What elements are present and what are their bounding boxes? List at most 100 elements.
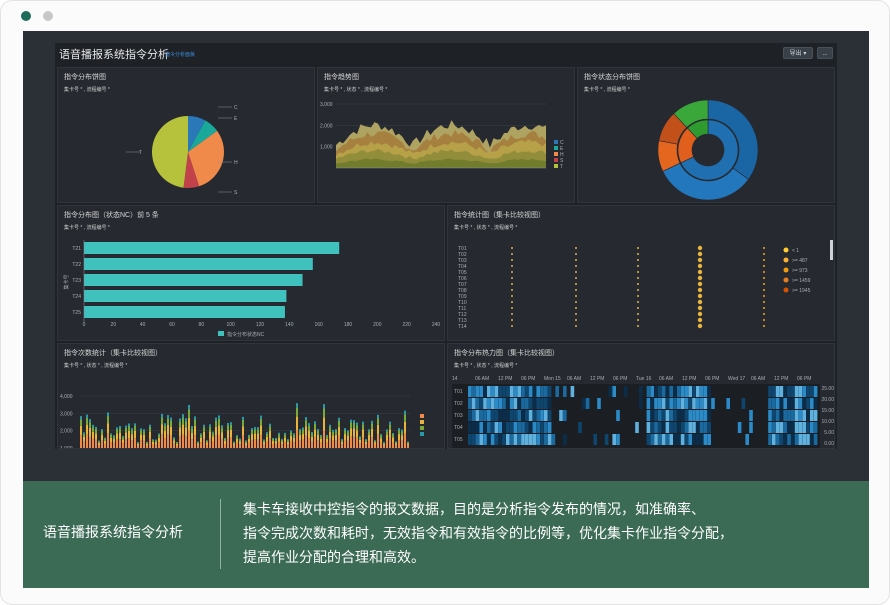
heatmap-cell <box>669 422 673 433</box>
dot-matrix-chart[interactable]: T01T02T03T04T05T06T07T08T09T10T11T12T13T… <box>448 206 835 341</box>
bar-chart[interactable]: 0 20 40 60 80 100 120 140 160 180 200 220 240 T21 T22 T… <box>58 206 445 341</box>
panel-filter[interactable]: 集卡号 * , 状态 * , 流程编号 * <box>64 363 128 369</box>
pie-label: H <box>234 160 238 166</box>
window-dot-close[interactable] <box>21 11 31 21</box>
dot-row-label: T11 <box>458 306 466 312</box>
stack-segment <box>155 440 157 443</box>
heatmap-cell <box>661 386 666 397</box>
more-button[interactable]: ... <box>817 47 833 59</box>
heatmap-cell <box>646 386 651 397</box>
stack-segment <box>311 431 313 434</box>
panel-filter[interactable]: 集卡号 * , 状态 * , 流程编号 * <box>324 87 388 93</box>
bar-xtick: 200 <box>373 322 382 328</box>
stack-segment <box>125 427 127 433</box>
heatmap-cell <box>783 386 787 397</box>
pie-chart[interactable]: CE H S T <box>58 68 315 203</box>
stack-segment <box>257 429 259 434</box>
stack-segment <box>281 439 283 442</box>
stack-segment <box>356 437 358 448</box>
panel-filter[interactable]: 集卡号 * , 状态 * , 流程编号 * <box>454 225 518 231</box>
heatmap-time-label: 06 AM <box>659 376 673 382</box>
heatmap-cell <box>471 398 476 409</box>
stack-segment <box>236 438 238 443</box>
area-legend-label: E <box>560 146 564 152</box>
stack-segment <box>218 415 220 419</box>
stack-segment <box>227 422 229 426</box>
area-ytick: 3,000 <box>320 102 333 108</box>
heatmap-legend-label: 15.00 <box>821 408 834 414</box>
heatmap-cell <box>737 422 742 433</box>
stack-segment <box>104 440 106 444</box>
dashboard-subtitle[interactable]: 指令分析面板 <box>165 52 196 58</box>
stack-segment <box>305 426 307 436</box>
stack-segment <box>128 425 130 431</box>
stack-segment <box>110 433 112 435</box>
heatmap-cell <box>540 422 544 433</box>
stack-segment <box>221 438 223 448</box>
heatmap-cell <box>563 386 567 397</box>
stack-segment <box>152 440 154 442</box>
heatmap-time-label: Wed 17 <box>728 376 745 382</box>
stack-segment <box>233 445 235 448</box>
stack-segment <box>167 415 169 419</box>
heatmap-cell <box>494 398 499 409</box>
area-legend-swatch <box>554 158 558 162</box>
panel-filter[interactable]: 集卡号 * , 状态 * , 流程编号 * <box>454 363 518 369</box>
stack-segment <box>251 440 253 448</box>
stack-segment <box>146 443 148 446</box>
stack-segment <box>386 440 388 448</box>
heatmap-cell <box>775 422 780 433</box>
stack-segment <box>248 442 250 448</box>
stack-segment <box>368 440 370 448</box>
heatmap-cell <box>665 386 670 397</box>
dot-row-label: T13 <box>458 318 467 324</box>
stack-segment <box>137 441 139 443</box>
stack-segment <box>80 435 82 448</box>
heatmap-cell <box>673 410 677 421</box>
stack-segment <box>209 426 211 432</box>
stack-segment <box>341 439 343 440</box>
heatmap-cell <box>487 410 491 421</box>
panel-filter[interactable]: 集卡号 * , 流程编号 * <box>584 87 630 93</box>
heatmap-cell <box>669 398 673 409</box>
panel-filter[interactable]: 集卡号 * , 流程编号 * <box>64 87 110 93</box>
stack-segment <box>338 435 340 448</box>
dot-mark <box>575 325 577 327</box>
stack-segment <box>263 444 265 448</box>
heatmap-cell <box>772 410 776 421</box>
heatmap-cell <box>521 386 525 397</box>
stack-segment <box>92 427 94 432</box>
area-legend-swatch <box>554 164 558 168</box>
stack-segment <box>161 424 163 435</box>
stacked-column-chart[interactable]: 4,000 3,000 2,000 1,000 <box>58 344 445 449</box>
dot-mark <box>697 317 703 323</box>
sunburst-chart[interactable] <box>578 68 835 203</box>
stack-segment <box>407 443 409 446</box>
export-button[interactable]: 导出 ▾ <box>783 47 813 59</box>
stack-segment <box>281 444 283 448</box>
stack-segment <box>164 430 166 439</box>
heatmap-time-label: 12 PM <box>590 376 604 382</box>
heatmap-cell <box>665 398 670 409</box>
heatmap-cell <box>794 422 799 433</box>
stack-segment <box>182 424 184 435</box>
window-dot-minimize[interactable] <box>43 11 53 21</box>
stack-segment <box>119 426 121 429</box>
heatmap-cell <box>673 434 677 445</box>
heatmap-chart[interactable]: 14 06 AM 12 PM 06 PM Mon 15 06 AM 12 PM 06 PM Tu… <box>448 344 835 449</box>
stack-segment <box>284 437 286 442</box>
heatmap-cell <box>707 422 711 433</box>
heatmap-time-label: 14 <box>452 376 458 382</box>
stack-segment <box>398 434 400 441</box>
heatmap-cell <box>726 398 730 409</box>
heatmap-cell <box>540 410 544 421</box>
stack-segment <box>155 439 157 441</box>
stack-segment <box>173 440 175 444</box>
dot-row-label: T02 <box>458 252 467 258</box>
dot-legend-marker <box>783 267 789 273</box>
stack-segment <box>350 419 352 423</box>
panel-filter[interactable]: 集卡号 * , 流程编号 * <box>64 225 110 231</box>
heatmap-cell <box>616 410 620 421</box>
stack-segment <box>254 427 256 430</box>
